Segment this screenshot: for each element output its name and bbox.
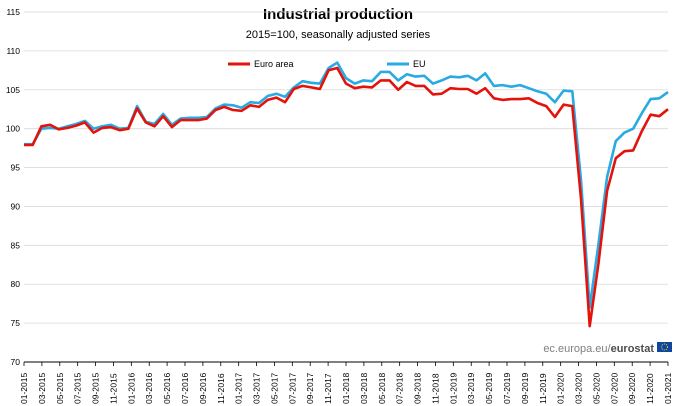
x-tick-label: 01-2018 xyxy=(341,373,351,404)
x-tick-label: 11-2016 xyxy=(216,373,226,404)
x-tick-label: 03-2018 xyxy=(359,373,369,404)
series-line-eu xyxy=(24,61,669,309)
y-tick-label: 85 xyxy=(11,240,21,250)
x-tick-label: 05-2017 xyxy=(269,373,279,404)
x-tick-label: 03-2017 xyxy=(252,373,262,404)
x-tick-label: 07-2019 xyxy=(502,373,512,404)
x-tick-label: 05-2020 xyxy=(591,373,601,404)
x-tick-label: 01-2021 xyxy=(663,373,673,404)
x-tick-label: 05-2015 xyxy=(55,373,65,404)
source-url: ec.europa.eu/ xyxy=(543,343,611,355)
x-tick-label: 09-2017 xyxy=(305,373,315,404)
y-tick-label: 95 xyxy=(11,163,21,173)
x-tick-label: 07-2017 xyxy=(287,373,297,404)
x-tick-label: 09-2019 xyxy=(520,373,530,404)
y-tick-label: 90 xyxy=(11,201,21,211)
x-tick-label: 01-2020 xyxy=(556,373,566,404)
x-tick-label: 03-2019 xyxy=(466,373,476,404)
y-tick-label: 110 xyxy=(6,46,20,56)
source-credit: ec.europa.eu/eurostat xyxy=(543,342,672,355)
x-tick-label: 01-2016 xyxy=(126,373,136,404)
svg-text:ec.europa.eu/eurostat: ec.europa.eu/eurostat xyxy=(543,343,654,355)
legend-label-euro-area: Euro area xyxy=(254,59,294,69)
x-axis-ticks: 01-2015 03-2015 05-2015 07-2015 09-2015 11-20… xyxy=(19,362,673,404)
chart-subtitle: 2015=100, seasonally adjusted series xyxy=(246,29,431,41)
legend-label-eu: EU xyxy=(413,59,426,69)
legend: Euro area EU xyxy=(228,59,426,69)
grid-lines xyxy=(24,11,668,363)
x-tick-label: 11-2018 xyxy=(430,373,440,404)
x-tick-label: 01-2017 xyxy=(234,373,244,404)
y-tick-label: 100 xyxy=(6,124,20,134)
x-tick-label: 09-2018 xyxy=(413,373,423,404)
x-tick-label: 09-2016 xyxy=(198,373,208,404)
x-tick-label: 05-2018 xyxy=(377,373,387,404)
x-tick-label: 11-2017 xyxy=(323,373,333,404)
y-axis-ticks: 70 75 80 85 90 95 100 105 110 115 xyxy=(6,7,20,367)
x-tick-label: 07-2016 xyxy=(180,373,190,404)
eu-flag-icon xyxy=(657,342,672,352)
x-tick-label: 11-2019 xyxy=(538,373,548,404)
source-brand: eurostat xyxy=(611,343,655,355)
y-tick-label: 75 xyxy=(11,318,21,328)
series-line-euro-area xyxy=(24,66,669,328)
x-tick-label: 05-2016 xyxy=(162,373,172,404)
y-tick-label: 80 xyxy=(11,279,21,289)
x-tick-label: 05-2019 xyxy=(484,373,494,404)
x-tick-label: 01-2019 xyxy=(448,373,458,404)
x-tick-label: 03-2015 xyxy=(37,373,47,404)
x-tick-label: 07-2018 xyxy=(395,373,405,404)
x-tick-label: 11-2015 xyxy=(108,373,118,404)
x-tick-label: 09-2015 xyxy=(91,373,101,404)
y-tick-label: 70 xyxy=(11,357,21,367)
y-tick-label: 115 xyxy=(6,7,20,17)
x-tick-label: 03-2016 xyxy=(144,373,154,404)
x-tick-label: 07-2015 xyxy=(73,373,83,404)
x-tick-label: 09-2020 xyxy=(627,373,637,404)
x-tick-label: 11-2020 xyxy=(645,373,655,404)
series-lines xyxy=(24,61,669,328)
chart-title: Industrial production xyxy=(263,6,413,23)
x-tick-label: 03-2020 xyxy=(574,373,584,404)
x-tick-label: 01-2015 xyxy=(19,373,29,404)
x-tick-label: 07-2020 xyxy=(609,373,619,404)
y-tick-label: 105 xyxy=(6,85,20,95)
